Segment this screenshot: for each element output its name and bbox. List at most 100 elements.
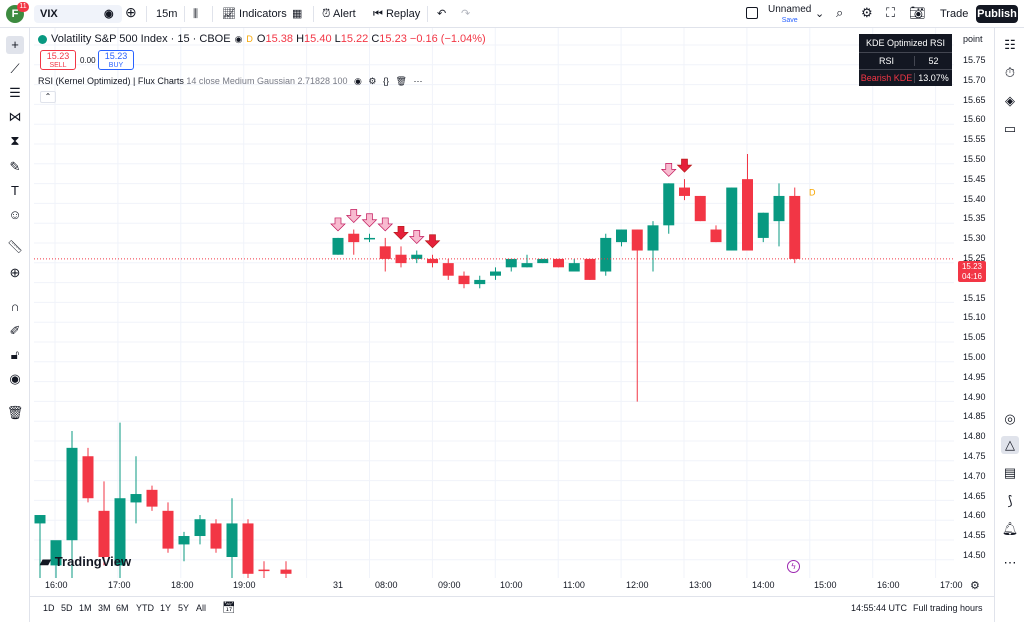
sell-price: 15.23 xyxy=(46,51,70,61)
time-tick-label: 15:00 xyxy=(814,580,837,590)
magnet-icon[interactable]: ∩ xyxy=(10,299,20,314)
target-icon[interactable]: ◎ xyxy=(1004,411,1016,426)
candle-body xyxy=(679,187,690,196)
undo-icon[interactable]: ↶ xyxy=(437,8,447,20)
divider xyxy=(184,6,185,22)
candle-body xyxy=(332,237,344,255)
spread-value: 0.00 xyxy=(80,56,96,65)
currency-label[interactable]: point xyxy=(963,34,983,44)
redo-icon[interactable]: ↷ xyxy=(461,8,471,20)
publish-button[interactable]: Publish xyxy=(976,5,1018,23)
pattern-icon[interactable]: ⋈ xyxy=(8,109,22,124)
time-axis[interactable]: 16:00 17:00 18:00 19:00 31 08:00 09:00 10:00 11:… xyxy=(34,578,989,596)
crosshair-icon[interactable]: + xyxy=(6,36,24,54)
price-axis[interactable]: point 15.75 15.70 15.65 15.60 15.55 15.50 15.4… xyxy=(955,28,994,596)
symbol-search[interactable]: VIX ◉ xyxy=(34,5,122,23)
alerts-clock-icon[interactable]: ⏱ xyxy=(1004,65,1016,80)
price-tick-label: 14.50 xyxy=(963,550,986,560)
candle-body xyxy=(98,510,110,558)
date-range-icon[interactable]: 📅︎ xyxy=(222,602,236,614)
trade-button[interactable]: Trade xyxy=(940,8,969,20)
checkbox-icon[interactable] xyxy=(746,7,758,19)
chevron-down-icon[interactable]: ⌄ xyxy=(815,8,825,20)
chart-legend: Volatility S&P 500 Index · 15 · CBOE ◉ D… xyxy=(38,32,486,46)
range-button-5y[interactable]: 5Y xyxy=(178,603,190,613)
brush-icon[interactable]: ✎ xyxy=(9,159,21,174)
axis-settings-icon[interactable]: ⚙ xyxy=(970,580,980,592)
visibility-icon[interactable]: ◉ xyxy=(9,371,21,386)
layers-icon[interactable]: ◈ xyxy=(1005,93,1015,108)
eye-icon[interactable]: ◉ xyxy=(354,76,362,86)
lightning-icon[interactable]: ϟ xyxy=(787,560,800,573)
fullscreen-icon[interactable]: ⛶ xyxy=(886,5,896,20)
more-icon[interactable]: ⋯ xyxy=(413,76,423,86)
fib-icon[interactable]: ☰ xyxy=(9,85,21,100)
divider xyxy=(313,6,314,22)
watchlist-icon[interactable]: ☷ xyxy=(1004,37,1016,52)
eye-icon[interactable]: ◉ xyxy=(234,34,243,44)
templates-icon[interactable]: ▦ xyxy=(292,8,303,20)
settings-gear-icon[interactable]: ⚙ xyxy=(861,5,873,20)
candle-body xyxy=(194,519,206,537)
replay-button[interactable]: ⏮ Replay xyxy=(373,6,420,22)
range-button-1d[interactable]: 1D xyxy=(43,603,55,613)
chat-icon[interactable]: ▭ xyxy=(1003,121,1017,136)
settings-gear-icon[interactable]: ⚙ xyxy=(368,76,377,86)
eye-icon[interactable]: ◉ xyxy=(104,8,114,20)
candle-body xyxy=(553,258,564,268)
ruler-icon[interactable]: 📏︎ xyxy=(6,239,24,254)
range-button-3m[interactable]: 3M xyxy=(98,603,111,613)
lock-icon[interactable]: 🔓︎ xyxy=(10,347,20,362)
kde-row-bearish: Bearish KDE 13.07% xyxy=(859,69,952,86)
trash-icon[interactable]: 🗑︎ xyxy=(6,405,24,420)
trash-icon[interactable]: 🗑︎ xyxy=(395,76,407,86)
lock-drawings-icon[interactable]: ✐ xyxy=(9,323,21,338)
candles-icon[interactable]: ⫼ xyxy=(193,8,199,20)
price-chart[interactable]: D xyxy=(34,28,954,578)
tv-logo-icon: ▰ xyxy=(40,553,51,569)
alert-button[interactable]: ⏰︎ Alert xyxy=(322,6,356,22)
text-icon[interactable]: T xyxy=(11,183,19,198)
source-code-icon[interactable]: {} xyxy=(383,76,390,86)
price-tick-label: 15.35 xyxy=(963,213,986,224)
candle-body xyxy=(50,540,62,566)
calendar-icon[interactable]: ▤ xyxy=(1003,465,1017,480)
candle-body xyxy=(114,498,126,566)
range-button-1m[interactable]: 1M xyxy=(79,603,92,613)
session-button[interactable]: Full trading hours xyxy=(913,603,983,613)
buy-button[interactable]: 15.23 BUY xyxy=(98,50,134,70)
sell-button[interactable]: 15.23 SELL xyxy=(40,50,76,70)
trendline-icon[interactable]: ⟋ xyxy=(10,61,20,76)
camera-icon[interactable]: 📷︎ xyxy=(909,5,926,20)
candle-body xyxy=(34,515,46,524)
candle-body xyxy=(364,237,375,240)
bell-icon[interactable]: 🔔︎ xyxy=(1001,521,1019,536)
zoom-in-icon[interactable]: ⊕ xyxy=(9,265,21,280)
range-button-6m[interactable]: 6M xyxy=(116,603,129,613)
price-tick-label: 15.25 xyxy=(963,253,986,263)
compare-plus-icon[interactable]: ⊕ xyxy=(125,4,137,20)
forecast-icon[interactable]: ⧗ xyxy=(10,133,20,148)
collapse-legend-icon[interactable]: ⌃ xyxy=(40,91,56,103)
ideas-icon[interactable]: △ xyxy=(1001,436,1019,454)
broadcast-icon[interactable]: ⟆ xyxy=(1007,493,1013,508)
candle-body xyxy=(458,275,470,285)
interval-button[interactable]: 15m xyxy=(156,8,178,20)
price-tick-label: 15.45 xyxy=(963,173,986,184)
indicator-legend[interactable]: RSI (Kernel Optimized) | Flux Charts 14 … xyxy=(38,75,422,87)
emoji-icon[interactable]: ☺ xyxy=(8,207,22,222)
clock-time[interactable]: 14:55:44 UTC xyxy=(851,603,908,613)
more-options-icon[interactable]: ⋯ xyxy=(1003,555,1017,570)
series-title[interactable]: Volatility S&P 500 Index · 15 · CBOE xyxy=(51,33,231,45)
indicators-button[interactable]: 📈︎ Indicators xyxy=(222,6,287,22)
kde-bearish-label: Bearish KDE xyxy=(860,73,913,83)
bearish-signal-arrow xyxy=(408,230,425,245)
range-button-ytd[interactable]: YTD xyxy=(136,603,154,613)
layout-name[interactable]: Unnamed Save xyxy=(768,4,811,26)
range-button-all[interactable]: All xyxy=(196,603,207,613)
candle-body xyxy=(162,510,174,549)
zoom-icon[interactable]: ⌕ xyxy=(836,5,844,20)
range-button-1y[interactable]: 1Y xyxy=(160,603,172,613)
range-button-5d[interactable]: 5D xyxy=(61,603,73,613)
candle-body xyxy=(521,263,533,268)
